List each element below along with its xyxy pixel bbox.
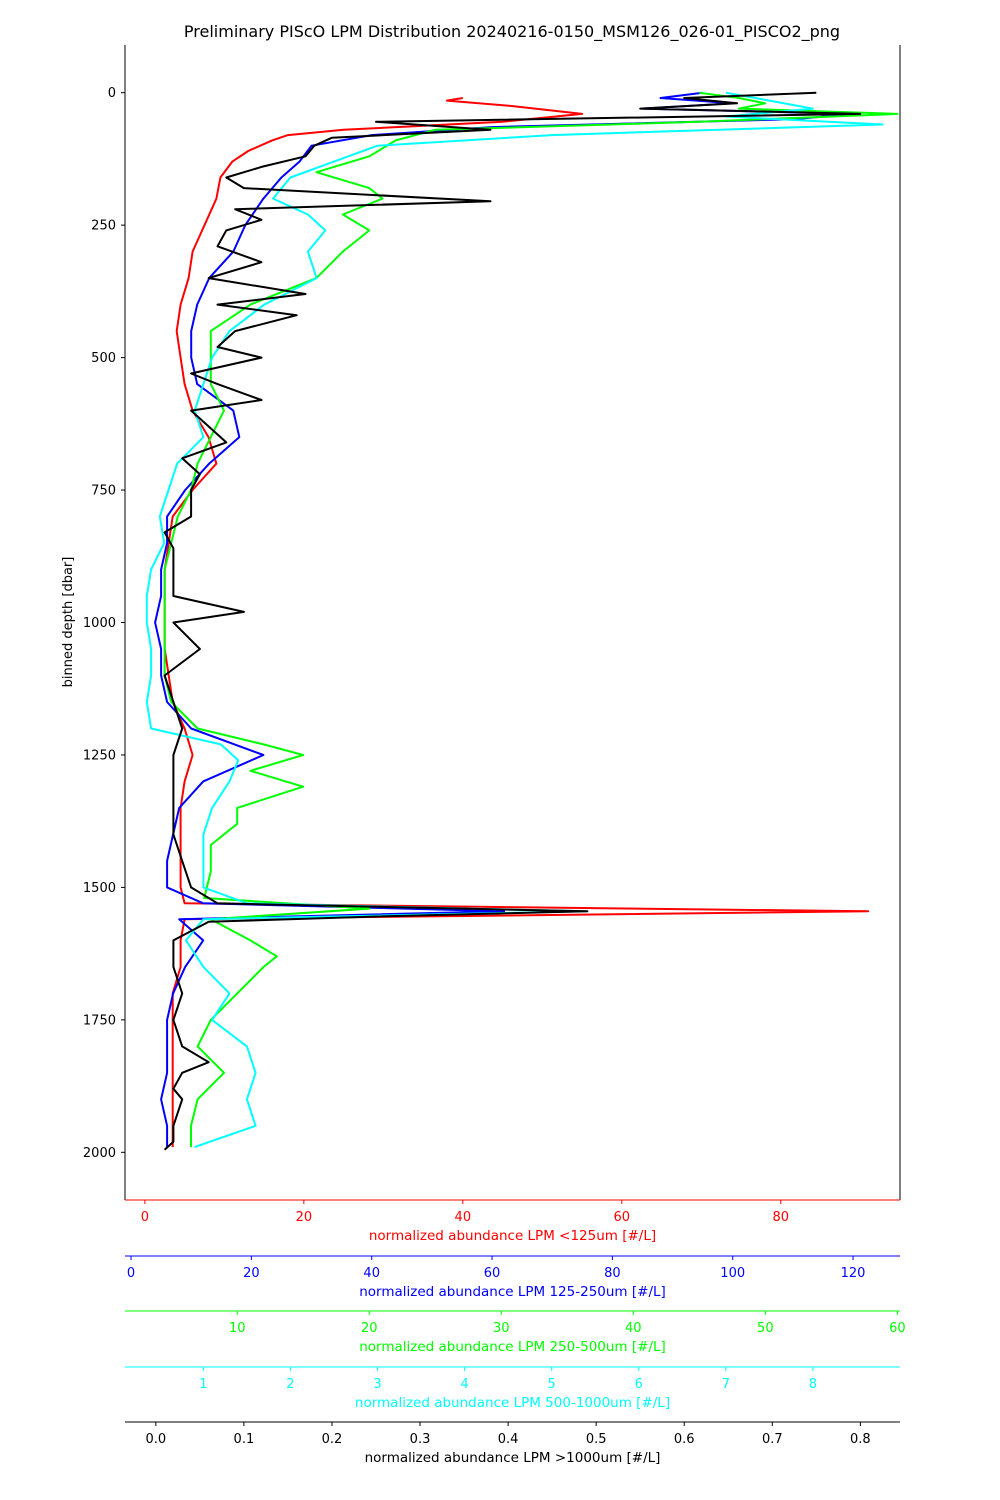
series-line-s500_1000 (145, 91, 884, 1148)
x-axis-gt1000: 0.0 0.1 0.2 0.3 0.4 0.5 0.6 0.7 0.8 normalized ab… (125, 1421, 900, 1466)
x-tick-label: 0.5 (586, 1432, 607, 1447)
x-axis-s250_500: 10 20 30 40 50 60 normalized abundance LPM 250… (125, 1310, 906, 1355)
x-tick-label: 10 (229, 1321, 246, 1336)
x-tick-label: 40 (363, 1266, 380, 1281)
x-tick-label: 80 (604, 1266, 621, 1281)
x-tick-label: 5 (548, 1377, 556, 1392)
y-tick-label: 0 (108, 86, 116, 101)
y-tick-label: 1500 (83, 881, 116, 896)
x-axis-label: normalized abundance LPM 500-1000um [#/L… (355, 1395, 670, 1411)
x-tick-label: 0.1 (234, 1432, 255, 1447)
y-tick-label: 1250 (83, 748, 116, 763)
y-axis-label: binned depth [dbar] (61, 557, 76, 688)
x-tick-label: 60 (614, 1210, 631, 1225)
x-tick-label: 20 (361, 1321, 378, 1336)
x-tick-label: 3 (373, 1377, 381, 1392)
x-tick-label: 40 (455, 1210, 472, 1225)
x-tick-label: 6 (635, 1377, 643, 1392)
series-line-gt1000 (163, 91, 862, 1151)
y-tick-label: 250 (91, 219, 116, 234)
x-axis-label: normalized abundance LPM <125um [#/L] (369, 1228, 656, 1244)
x-axis-s500_1000: 1 2 3 4 5 6 7 8 normalized abundance LPM 500-100… (125, 1366, 900, 1411)
series-line-lt125 (163, 97, 870, 1147)
y-axis: 0 250 500 750 1000 1250 1500 1750 2000 (83, 45, 901, 1200)
x-tick-label: 120 (841, 1266, 866, 1281)
x-tick-label: 20 (296, 1210, 313, 1225)
x-tick-label: 20 (243, 1266, 260, 1281)
x-tick-label: 0.0 (145, 1432, 166, 1447)
x-tick-label: 50 (757, 1321, 774, 1336)
y-tick-label: 750 (91, 484, 116, 499)
x-axis-s125_250: 0 20 40 60 80 100 120 normalized abundance LPM … (125, 1255, 900, 1300)
x-tick-label: 60 (484, 1266, 501, 1281)
x-tick-label: 100 (720, 1266, 745, 1281)
x-tick-label: 60 (889, 1321, 906, 1336)
x-tick-label: 2 (286, 1377, 294, 1392)
x-axis-label: normalized abundance LPM >1000um [#/L] (365, 1450, 661, 1466)
y-tick-label: 2000 (83, 1146, 116, 1161)
x-tick-label: 4 (460, 1377, 468, 1392)
plot-series (145, 91, 899, 1151)
x-tick-label: 0.3 (410, 1432, 431, 1447)
series-line-s250_500 (163, 91, 899, 1147)
y-tick-label: 1000 (83, 616, 116, 631)
x-tick-label: 0.2 (322, 1432, 343, 1447)
x-tick-label: 0.6 (674, 1432, 695, 1447)
chart-title: Preliminary PIScO LPM Distribution 20240… (184, 22, 840, 42)
x-tick-label: 30 (493, 1321, 510, 1336)
x-tick-label: 0.8 (850, 1432, 871, 1447)
series-line-s125_250 (154, 91, 855, 1147)
x-tick-label: 1 (199, 1377, 207, 1392)
x-tick-label: 80 (772, 1210, 789, 1225)
x-axis-label: normalized abundance LPM 125-250um [#/L] (359, 1284, 666, 1300)
y-tick-label: 1750 (83, 1013, 116, 1028)
x-tick-label: 7 (722, 1377, 730, 1392)
x-tick-label: 0 (127, 1266, 135, 1281)
x-axis-lt125: 0 20 40 60 80 normalized abundance LPM <125um… (125, 1199, 900, 1244)
x-tick-label: 0.4 (498, 1432, 519, 1447)
x-tick-label: 40 (625, 1321, 642, 1336)
x-axis-label: normalized abundance LPM 250-500um [#/L] (359, 1339, 666, 1355)
x-tick-label: 8 (809, 1377, 817, 1392)
x-tick-label: 0 (141, 1210, 149, 1225)
y-tick-label: 500 (91, 351, 116, 366)
x-tick-label: 0.7 (762, 1432, 783, 1447)
